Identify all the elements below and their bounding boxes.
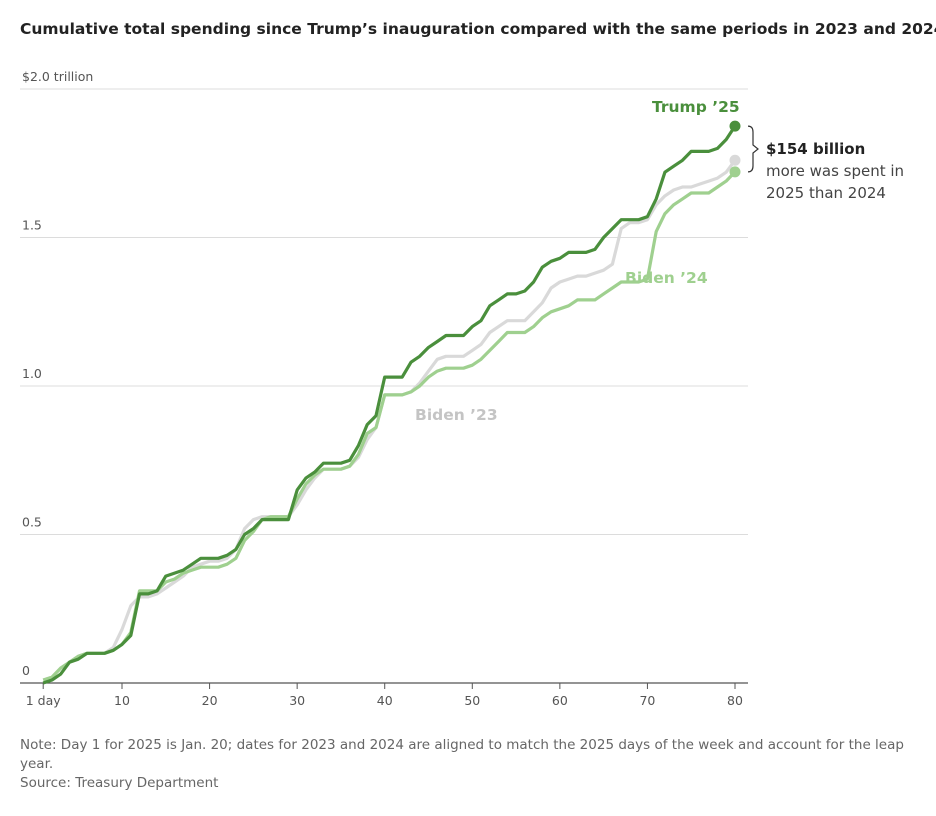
x-tick-label: 60 (552, 693, 568, 708)
series-label: Biden ’24 (625, 269, 708, 287)
series-line (42, 125, 737, 685)
x-tick-label: 40 (377, 693, 393, 708)
x-tick-label: 50 (464, 693, 480, 708)
x-tick-label: 70 (639, 693, 655, 708)
y-tick-label: 0.5 (22, 515, 42, 530)
annotation: $154 billion more was spent in 2025 than… (766, 138, 916, 204)
series-label: Trump ’25 (652, 98, 740, 116)
x-tick-label: 1 day (26, 693, 62, 708)
annotation-text: more was spent in 2025 than 2024 (766, 162, 905, 202)
series-line (42, 170, 737, 682)
y-tick-label: 1.0 (22, 366, 42, 381)
annotation-headline: $154 billion (766, 140, 866, 158)
end-dot (729, 154, 741, 166)
y-tick-label: 0 (22, 663, 30, 678)
bracket (747, 125, 759, 173)
y-tick-label: 1.5 (22, 218, 42, 233)
chart-title: Cumulative total spending since Trump’s … (20, 20, 936, 38)
footer: Note: Day 1 for 2025 is Jan. 20; dates f… (20, 736, 920, 793)
x-tick-label: 80 (727, 693, 743, 708)
end-dot (729, 166, 741, 178)
x-tick-label: 30 (289, 693, 305, 708)
x-tick-label: 10 (114, 693, 130, 708)
series-label: Biden ’23 (415, 406, 498, 424)
note: Note: Day 1 for 2025 is Jan. 20; dates f… (20, 737, 904, 772)
end-dot (729, 120, 741, 132)
source: Source: Treasury Department (20, 775, 219, 791)
y-tick-label: $2.0 trillion (22, 69, 93, 84)
x-tick-label: 20 (202, 693, 218, 708)
series-line (42, 159, 737, 682)
